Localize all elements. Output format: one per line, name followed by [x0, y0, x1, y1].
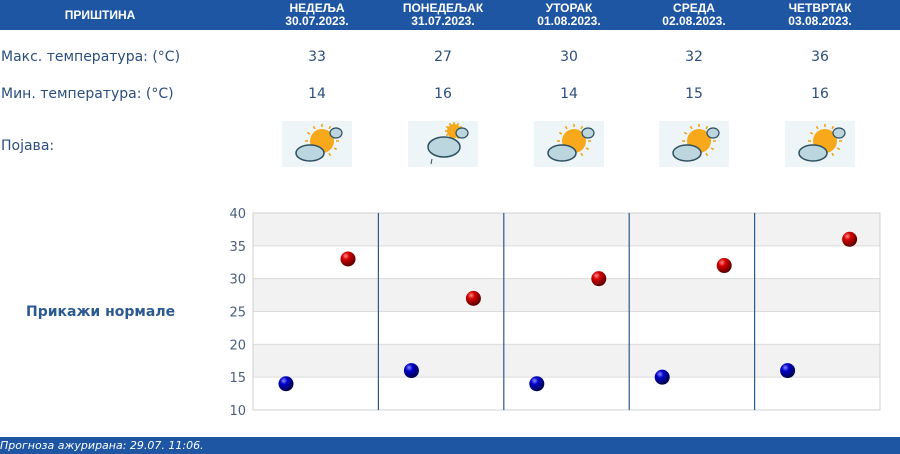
sun-cloud-icon	[785, 121, 855, 167]
day-header: ЧЕТВРТАК 03.08.2023.	[757, 2, 883, 28]
day-name: ПОНЕДЕЉАК	[402, 1, 484, 15]
y-tick-label: 15	[229, 371, 246, 386]
min-temp-value: 15	[685, 86, 703, 102]
grid-band	[253, 344, 880, 378]
y-tick-label: 40	[229, 207, 246, 222]
min-temp-dot	[403, 363, 419, 379]
min-temp-value: 16	[811, 86, 829, 102]
sun-cloud-icon	[534, 121, 604, 167]
sun-cloud-icon	[282, 121, 352, 167]
phenomenon-label: Појава:	[1, 138, 55, 154]
day-date: 01.08.2023.	[537, 14, 601, 28]
plot-border	[252, 212, 881, 411]
max-temp-value: 33	[308, 49, 326, 65]
max-temp-label: Макс. температура: (°C)	[1, 49, 181, 65]
day-name: ЧЕТВРТАК	[788, 1, 852, 15]
max-temp-value: 30	[560, 49, 578, 65]
day-date: 31.07.2023.	[411, 14, 475, 28]
max-temp-dot	[465, 290, 481, 306]
grid-band	[253, 278, 880, 312]
min-temp-dot	[654, 369, 670, 385]
max-temp-value: 36	[811, 49, 829, 65]
footer-updated: Прогноза ажурирана: 29.07. 11:06.	[0, 437, 900, 454]
sun-cloud-icon	[659, 121, 729, 167]
max-temp-dot	[340, 251, 356, 267]
day-date: 30.07.2023.	[285, 14, 349, 28]
y-tick-label: 35	[229, 240, 246, 255]
y-tick-label: 10	[229, 404, 246, 419]
show-normals-link[interactable]: Прикажи нормале	[26, 304, 176, 320]
day-date: 02.08.2023.	[662, 14, 726, 28]
grid-band	[253, 213, 880, 246]
min-temp-value: 14	[308, 86, 326, 102]
day-date: 03.08.2023.	[788, 14, 852, 28]
y-tick-label: 25	[229, 306, 246, 321]
cloud-sun-rain-icon	[408, 121, 478, 167]
min-temp-label: Мин. температура: (°C)	[1, 86, 174, 102]
min-temp-value: 14	[560, 86, 578, 102]
max-temp-dot	[716, 258, 732, 274]
min-temp-value: 16	[434, 86, 452, 102]
max-temp-dot	[591, 271, 607, 287]
day-header: НЕДЕЉА 30.07.2023.	[254, 2, 380, 28]
max-temp-value: 32	[685, 49, 703, 65]
max-temp-dot	[842, 231, 858, 247]
min-temp-dot	[529, 376, 545, 392]
day-header: УТОРАК 01.08.2023.	[506, 2, 632, 28]
day-name: НЕДЕЉА	[289, 1, 345, 15]
max-temp-value: 27	[434, 49, 452, 65]
day-name: СРЕДА	[673, 1, 715, 15]
city-name: ПРИШТИНА	[64, 8, 136, 22]
min-temp-dot	[278, 376, 294, 392]
y-tick-label: 30	[229, 273, 246, 288]
y-tick-label: 20	[229, 338, 246, 353]
min-temp-dot	[780, 363, 796, 379]
day-name: УТОРАК	[545, 1, 593, 15]
header-bar: ПРИШТИНА НЕДЕЉА 30.07.2023. ПОНЕДЕЉАК 31.07…	[0, 0, 900, 30]
day-header: СРЕДА 02.08.2023.	[631, 2, 757, 28]
day-header: ПОНЕДЕЉАК 31.07.2023.	[380, 2, 506, 28]
